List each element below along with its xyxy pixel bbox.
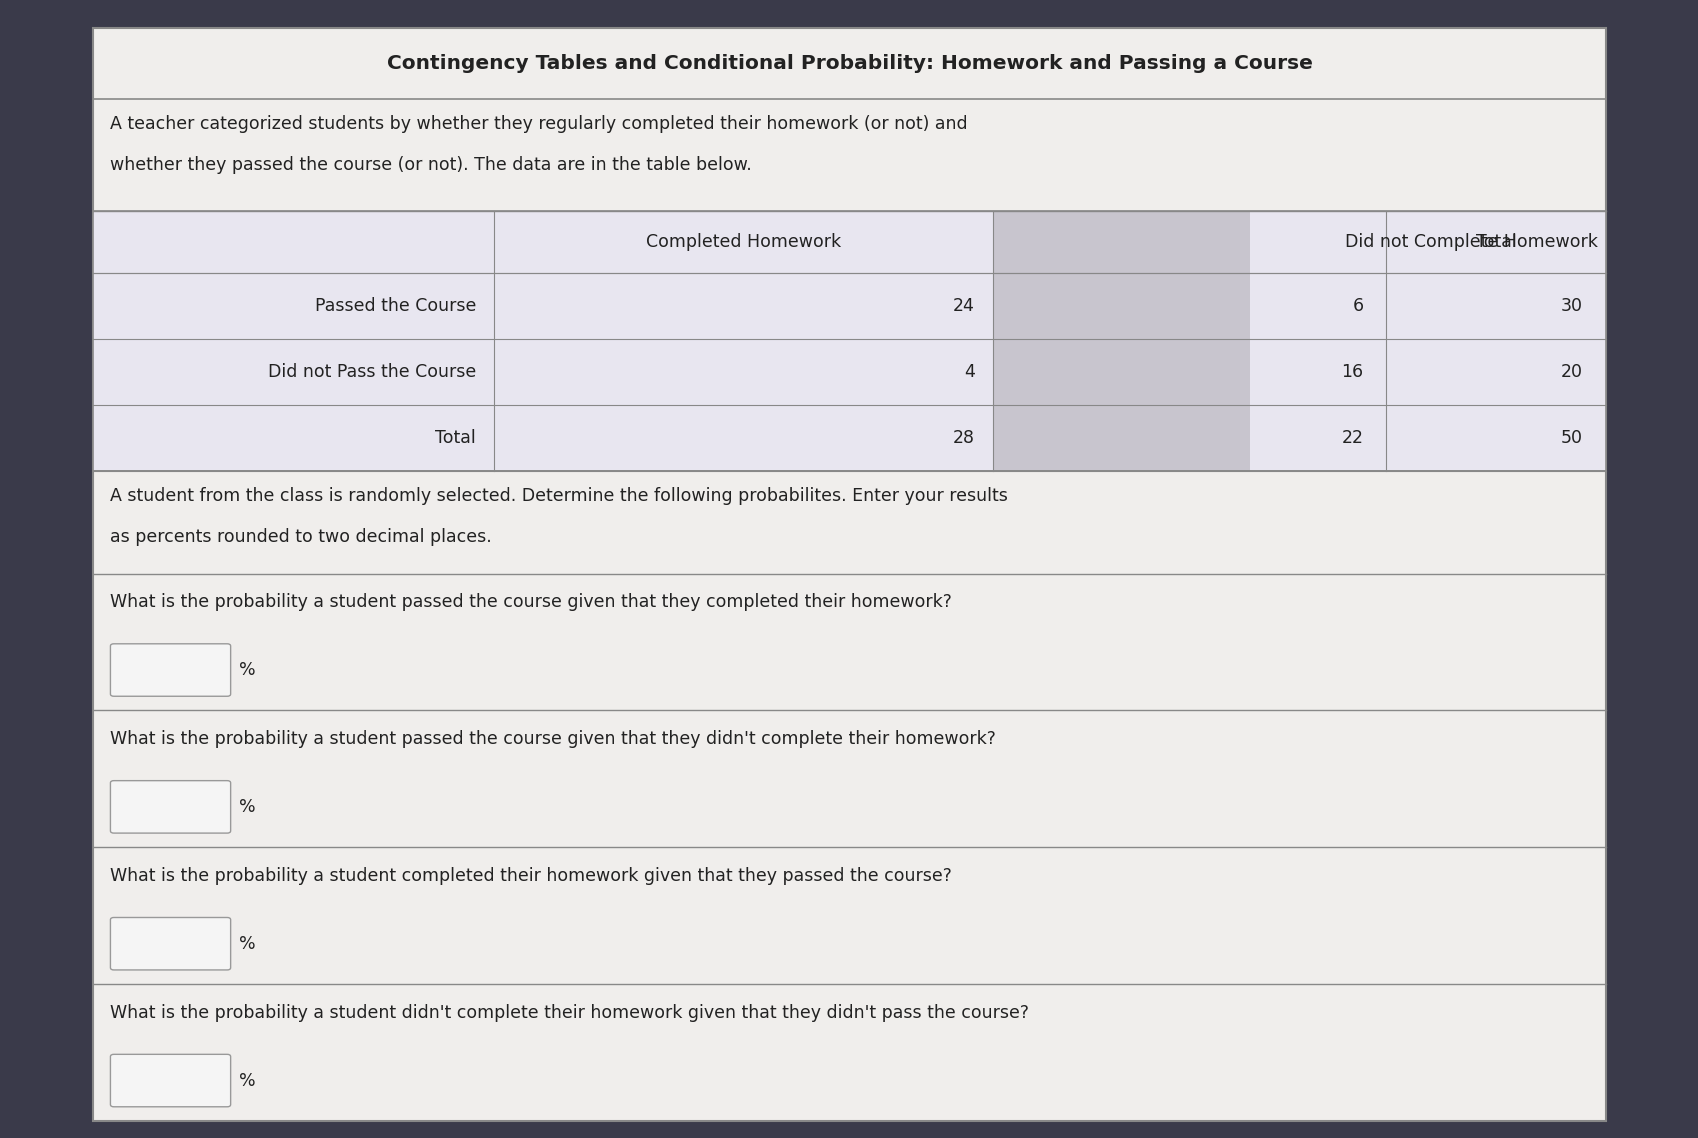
Text: A teacher categorized students by whether they regularly completed their homewor: A teacher categorized students by whethe… xyxy=(110,115,968,133)
Text: 16: 16 xyxy=(1341,363,1363,381)
Text: 28: 28 xyxy=(953,429,975,447)
Text: 24: 24 xyxy=(953,297,975,315)
Text: 50: 50 xyxy=(1560,429,1583,447)
Text: Passed the Course: Passed the Course xyxy=(314,297,475,315)
FancyBboxPatch shape xyxy=(110,1054,231,1107)
Text: What is the probability a student didn't complete their homework given that they: What is the probability a student didn't… xyxy=(110,1004,1029,1022)
Bar xyxy=(93,211,1605,471)
Text: 22: 22 xyxy=(1341,429,1363,447)
Text: Total: Total xyxy=(1474,233,1515,250)
FancyBboxPatch shape xyxy=(110,644,231,696)
Text: Completed Homework: Completed Homework xyxy=(645,233,841,250)
Text: What is the probability a student passed the course given that they completed th: What is the probability a student passed… xyxy=(110,593,953,611)
Bar xyxy=(93,28,1605,1121)
Text: whether they passed the course (or not). The data are in the table below.: whether they passed the course (or not).… xyxy=(110,156,752,174)
Bar xyxy=(993,339,1250,405)
Bar xyxy=(993,405,1250,471)
Text: 4: 4 xyxy=(963,363,975,381)
Text: %: % xyxy=(239,661,256,679)
Text: 6: 6 xyxy=(1352,297,1363,315)
Text: 30: 30 xyxy=(1560,297,1583,315)
Bar xyxy=(993,211,1250,273)
Text: Did not Complete Homework: Did not Complete Homework xyxy=(1345,233,1598,250)
FancyBboxPatch shape xyxy=(110,917,231,970)
Text: What is the probability a student completed their homework given that they passe: What is the probability a student comple… xyxy=(110,867,953,884)
Text: as percents rounded to two decimal places.: as percents rounded to two decimal place… xyxy=(110,528,492,546)
Text: Contingency Tables and Conditional Probability: Homework and Passing a Course: Contingency Tables and Conditional Proba… xyxy=(387,55,1311,73)
Text: A student from the class is randomly selected. Determine the following probabili: A student from the class is randomly sel… xyxy=(110,487,1007,505)
Text: Did not Pass the Course: Did not Pass the Course xyxy=(268,363,475,381)
Text: Total: Total xyxy=(435,429,475,447)
Bar xyxy=(993,273,1250,339)
Bar xyxy=(93,211,1605,471)
Text: %: % xyxy=(239,798,256,816)
Text: 20: 20 xyxy=(1560,363,1583,381)
FancyBboxPatch shape xyxy=(110,781,231,833)
Text: What is the probability a student passed the course given that they didn't compl: What is the probability a student passed… xyxy=(110,729,995,748)
Text: %: % xyxy=(239,934,256,953)
Text: %: % xyxy=(239,1072,256,1089)
